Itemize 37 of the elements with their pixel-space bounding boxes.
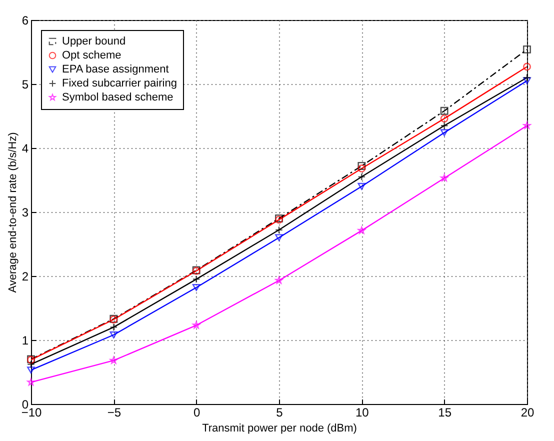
- point: [523, 122, 531, 129]
- x-axis-title: Transmit power per node (dBm): [202, 422, 357, 434]
- point: [110, 331, 118, 338]
- point: [192, 284, 200, 292]
- y-tick-label: 2: [22, 270, 29, 284]
- point: [440, 174, 448, 182]
- point: [275, 234, 283, 242]
- x-tick-label: 15: [438, 406, 452, 420]
- x-tick-label: −5: [107, 406, 122, 420]
- y-axis-title: Average end-to-end rate (b/s/Hz): [6, 132, 19, 293]
- y-tick-label: 5: [22, 78, 29, 92]
- x-tick-label: 20: [520, 406, 534, 420]
- point: [440, 106, 448, 115]
- point: [440, 129, 448, 136]
- point: [27, 378, 35, 386]
- legend-label: Symbol based scheme: [62, 92, 174, 104]
- x-tick-label: 10: [355, 406, 370, 420]
- x-tick-label: 0: [193, 406, 200, 420]
- point: [358, 182, 366, 190]
- point: [192, 321, 200, 329]
- legend-label: Opt scheme: [62, 50, 122, 62]
- point: [358, 162, 366, 170]
- point: [440, 114, 448, 123]
- legend-label: EPA base assignment: [62, 64, 169, 76]
- point: [27, 366, 35, 374]
- y-tick-label: 1: [22, 334, 29, 348]
- point: [358, 164, 366, 172]
- y-tick-label: 4: [22, 142, 29, 156]
- legend-label: Fixed subcarrier pairing: [62, 78, 177, 90]
- legend-label: Upper bound: [62, 36, 126, 48]
- point: [523, 62, 531, 71]
- point: [358, 226, 366, 234]
- point: [523, 77, 531, 84]
- point: [523, 45, 531, 54]
- y-tick-label: 6: [22, 14, 29, 28]
- x-tick-label: 5: [276, 406, 284, 420]
- y-tick-label: 3: [22, 206, 29, 220]
